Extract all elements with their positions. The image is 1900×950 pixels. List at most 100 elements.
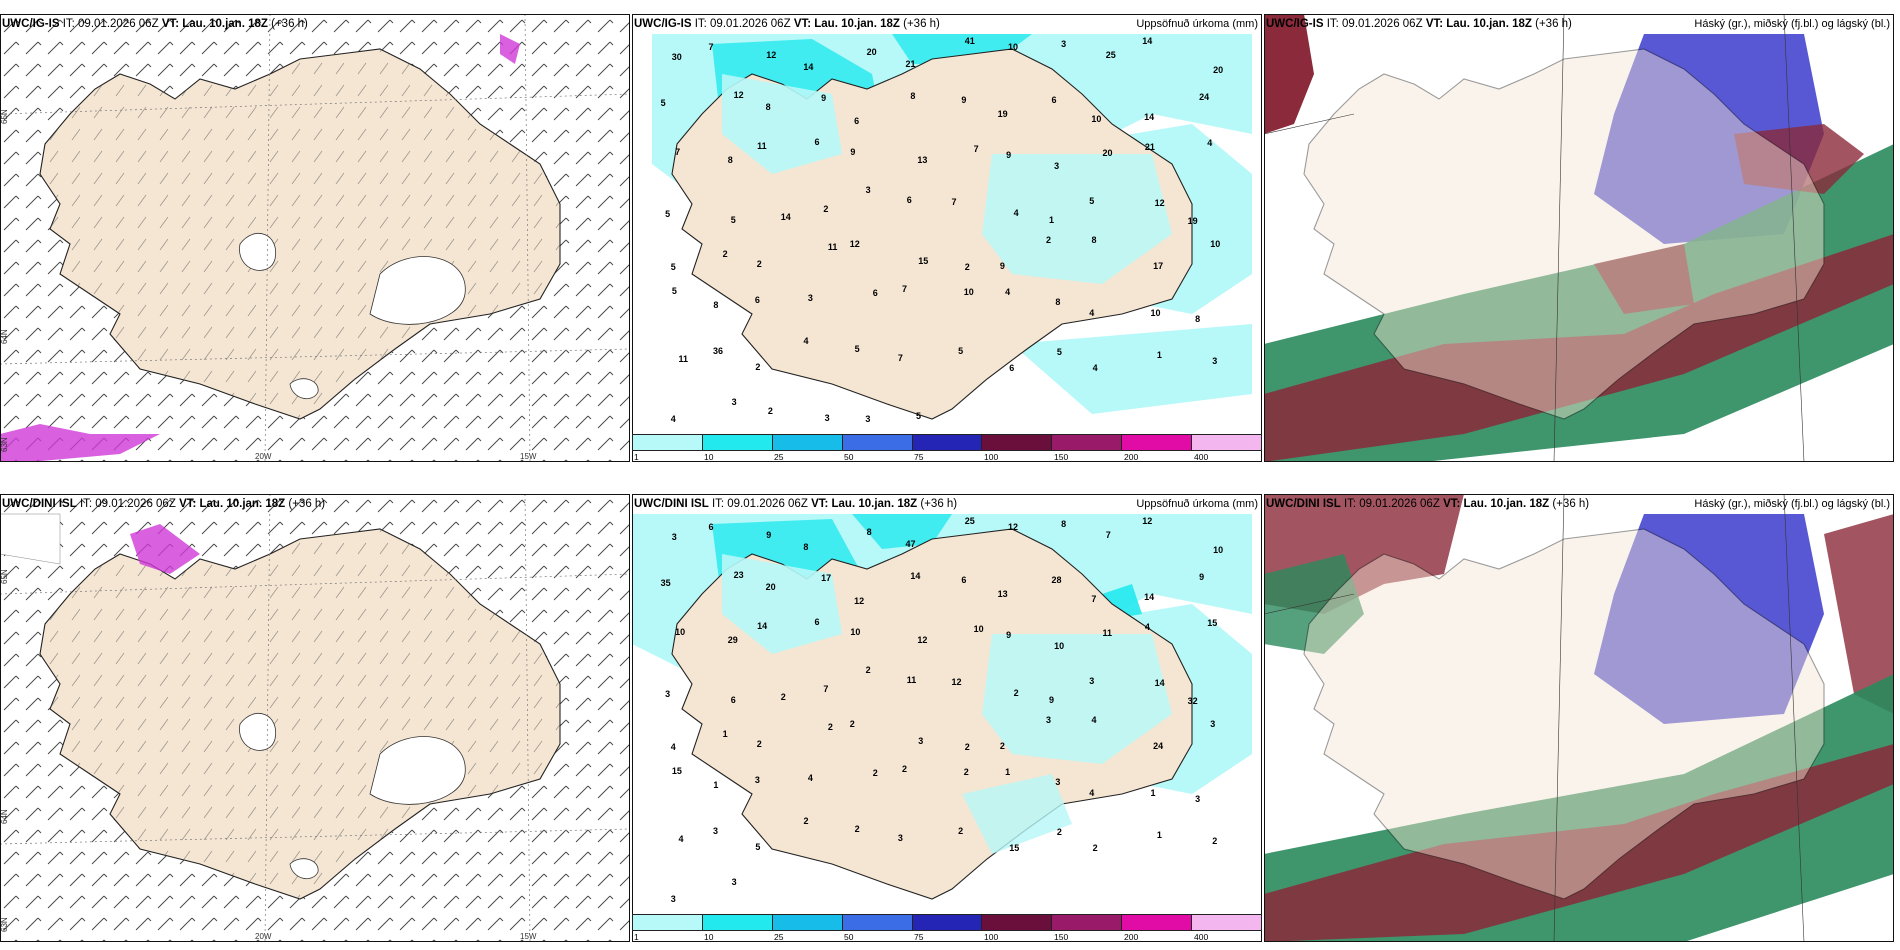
precip-value: 2 xyxy=(964,261,970,272)
legend-label: 200 xyxy=(1124,932,1139,942)
precip-value: 4 xyxy=(1005,287,1011,298)
precip-value: 6 xyxy=(872,288,878,299)
precip-value: 15 xyxy=(671,765,682,776)
lat-label-top: 65N xyxy=(0,109,9,124)
precip-value: 4 xyxy=(807,773,813,784)
precip-value: 2 xyxy=(1046,235,1052,246)
precip-value: 3 xyxy=(713,825,719,836)
precip-value: 2 xyxy=(803,816,809,827)
precip-value: 3 xyxy=(665,688,671,699)
cloud-map-row1 xyxy=(1264,14,1894,462)
precip-value: 6 xyxy=(961,574,967,585)
legend-label: 25 xyxy=(774,932,784,942)
lon-label-mid: 20W xyxy=(255,452,272,461)
precip-value: 9 xyxy=(961,94,967,105)
legend-label: 400 xyxy=(1194,452,1209,462)
precip-value: 3 xyxy=(1054,160,1060,171)
precip-value: 5 xyxy=(916,410,922,421)
legend-swatch xyxy=(772,435,843,450)
precip-value: 12 xyxy=(849,238,860,249)
precip-value: 12 xyxy=(917,634,928,645)
precip-value: 2 xyxy=(872,768,878,779)
legend-swatch xyxy=(772,915,843,930)
precip-value: 1 xyxy=(1150,787,1156,798)
precip-value: 15 xyxy=(1207,618,1218,629)
precip-value: 10 xyxy=(963,286,974,297)
precip-value: 10 xyxy=(1150,307,1161,318)
precip-value: 20 xyxy=(1102,148,1113,159)
precip-value: 1 xyxy=(1156,829,1162,840)
precip-value: 2 xyxy=(1212,835,1218,846)
precip-value: 10 xyxy=(1091,113,1102,124)
legend-swatch xyxy=(1052,435,1123,450)
precip-value: 9 xyxy=(1006,149,1012,160)
precip-value: 25 xyxy=(1105,49,1116,60)
legend-swatch xyxy=(982,915,1053,930)
precip-value: 17 xyxy=(821,572,832,583)
precip-value: 2 xyxy=(901,764,907,775)
precip-value: 6 xyxy=(906,195,912,206)
precip-value: 12 xyxy=(951,676,962,687)
precip-value: 14 xyxy=(910,571,921,582)
precip-value: 2 xyxy=(827,722,833,733)
precip-value: 41 xyxy=(964,36,975,47)
precip-value: 11 xyxy=(757,141,767,152)
precip-value: 7 xyxy=(973,144,979,155)
legend-swatch xyxy=(982,435,1053,450)
legend-label: 150 xyxy=(1054,932,1069,942)
legend-swatch xyxy=(1192,915,1262,930)
precip-value: 2 xyxy=(1056,827,1062,838)
precip-value: 3 xyxy=(1061,39,1067,50)
precip-value: 1 xyxy=(1005,767,1011,778)
precip-value: 1 xyxy=(722,729,728,739)
legend-swatch xyxy=(702,915,773,930)
precip-value: 6 xyxy=(814,136,820,147)
precip-value: 32 xyxy=(1187,695,1198,706)
precip-value: 8 xyxy=(727,154,733,165)
precip-value: 47 xyxy=(905,539,916,549)
precip-value: 5 xyxy=(660,98,666,109)
precip-value: 13 xyxy=(997,588,1008,599)
precip-value: 14 xyxy=(1142,35,1153,46)
lon-label-right: 15W xyxy=(520,452,537,461)
precip-value: 4 xyxy=(1089,308,1095,319)
precip-value: 17 xyxy=(1153,260,1164,271)
precip-value: 5 xyxy=(755,842,761,853)
precip-value: 9 xyxy=(999,260,1005,271)
precip-value: 2 xyxy=(756,739,762,750)
precip-value: 11 xyxy=(827,242,838,253)
precip-value: 6 xyxy=(1051,95,1057,106)
precip-value: 12 xyxy=(733,90,744,101)
precip-value: 7 xyxy=(901,284,907,295)
precip-value: 14 xyxy=(1144,592,1155,603)
precip-value: 19 xyxy=(1187,215,1198,226)
precip-value: 3 xyxy=(1046,715,1052,726)
precip-value: 14 xyxy=(1144,112,1155,123)
precip-value: 24 xyxy=(1199,91,1210,102)
legend-label: 50 xyxy=(844,452,854,462)
precip-value: 20 xyxy=(866,47,877,58)
precip-value: 5 xyxy=(958,346,964,357)
precip-value: 2 xyxy=(849,718,855,729)
precip-value: 12 xyxy=(1154,198,1165,209)
precip-value: 3 xyxy=(1055,777,1061,788)
precip-title-row1: Uppsöfnuð úrkoma (mm) xyxy=(1136,18,1258,30)
precip-value: 4 xyxy=(1092,362,1098,373)
legend-label: 400 xyxy=(1194,932,1209,942)
legend-label: 150 xyxy=(1054,452,1069,462)
precip-value: 10 xyxy=(973,624,984,635)
precip-value: 4 xyxy=(1013,207,1019,218)
lat-label-mid: 64N xyxy=(0,329,9,344)
precip-value: 35 xyxy=(660,578,671,589)
precip-value: 12 xyxy=(766,50,777,61)
cloud-header-row2: UWC/DINI ISL IT: 09.01.2026 06Z VT: Lau.… xyxy=(1266,498,1590,510)
precip-value: 3 xyxy=(754,775,760,786)
wind-panel-row1: UWC/IG-IS IT: 09.01.2026 06Z VT: Lau. 10… xyxy=(0,14,630,462)
precip-value: 2 xyxy=(780,691,786,702)
legend-swatch xyxy=(1052,915,1123,930)
precip-value: 4 xyxy=(670,414,676,424)
legend-swatch xyxy=(842,435,913,450)
precip-value: 20 xyxy=(765,581,776,592)
precip-value: 20 xyxy=(1213,65,1224,76)
legend-label: 1 xyxy=(634,932,639,942)
